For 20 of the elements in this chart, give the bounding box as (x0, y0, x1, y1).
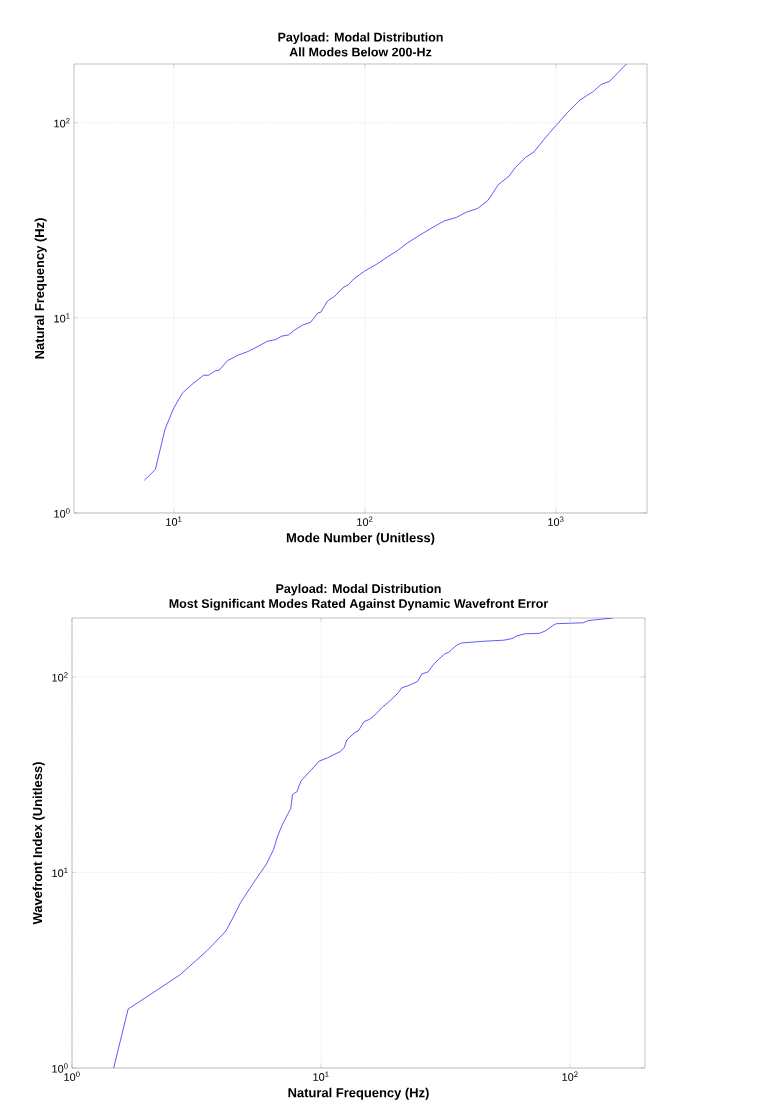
x-axis-title: Mode Number (Unitless) (286, 532, 435, 545)
y-axis-title: Wavefront Index (Unitless) (32, 762, 45, 925)
chart-subtitle: All Modes Below 200-Hz (289, 47, 432, 57)
y-tick-label: 10$^{0}$ (54, 508, 70, 518)
y-axis-title: Natural Frequency (Hz) (34, 218, 47, 359)
x-axis-title: Natural Frequency (Hz) (288, 1087, 429, 1100)
x-tick-label: 10$^{0}$ (64, 1071, 80, 1081)
y-tick-label: 10$^{2}$ (52, 672, 68, 682)
y-tick-label: 10$^{1}$ (52, 867, 68, 878)
chart-subtitle: Most Significant Modes Rated Against Dynamic Wavefront Error (169, 598, 549, 611)
y-tick-label: 10$^{1}$ (54, 313, 70, 323)
x-tick-label: 10$^{3}$ (548, 516, 564, 526)
x-tick-label: 10$^{2}$ (357, 516, 373, 526)
x-tick-label: 10$^{2}$ (562, 1071, 578, 1081)
chart-title: Payload: Modal Distribution (278, 32, 443, 45)
x-tick-label: 10$^{1}$ (313, 1071, 329, 1081)
y-tick-label: 10$^{0}$ (52, 1063, 68, 1073)
chart-title: Payload: Modal Distribution (276, 583, 441, 596)
x-tick-label: 10$^{1}$ (166, 516, 182, 526)
y-tick-label: 10$^{2}$ (54, 118, 70, 128)
